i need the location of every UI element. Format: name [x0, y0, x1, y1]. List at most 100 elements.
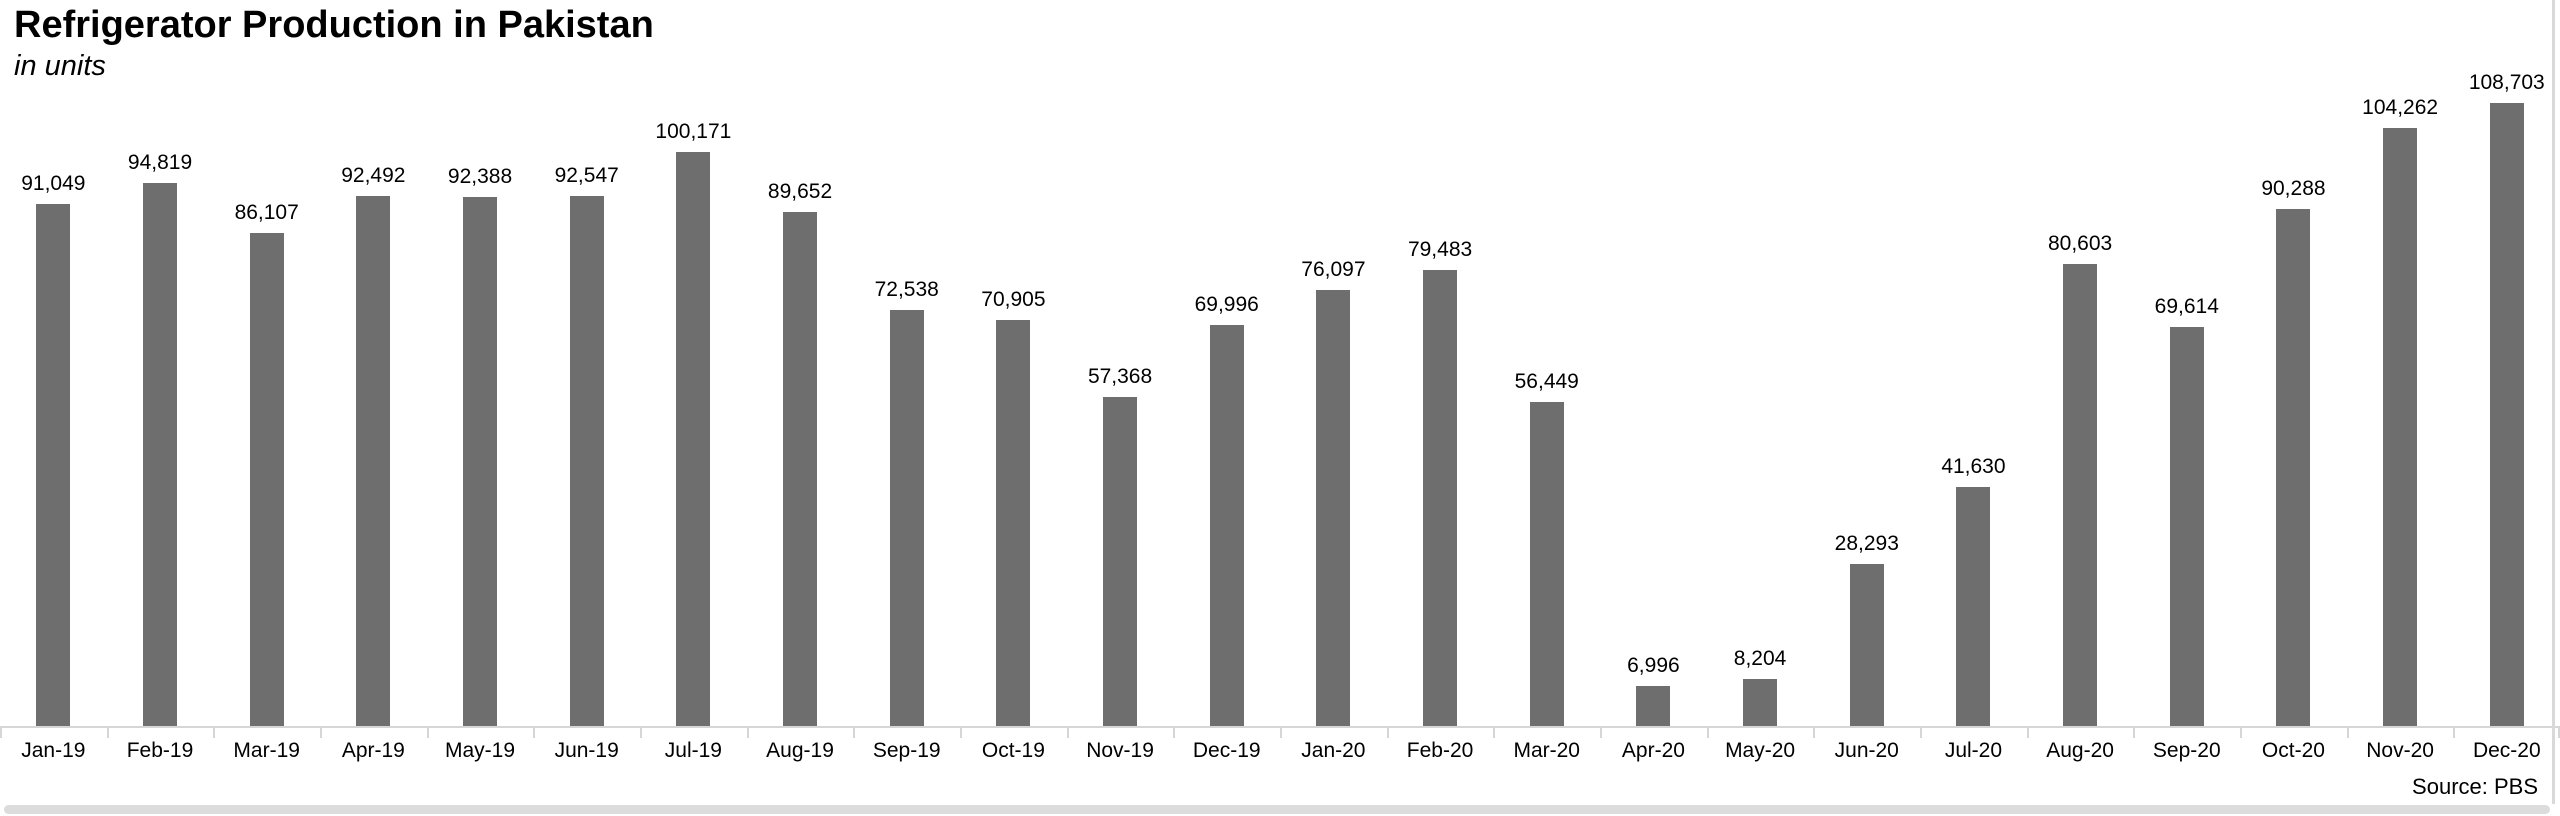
bar[interactable] — [1636, 686, 1671, 726]
bar[interactable] — [356, 196, 391, 726]
bar-group: 57,368 — [1067, 0, 1174, 726]
source-note: Source: PBS — [2412, 774, 2538, 799]
bar-value-label: 100,171 — [655, 119, 732, 143]
axis-tick — [1066, 726, 1069, 738]
x-axis-label: Apr-20 — [1621, 739, 1685, 762]
bar-value-label: 41,630 — [1941, 454, 2006, 478]
bar-value-label: 57,368 — [1087, 364, 1153, 388]
axis-tick — [2240, 726, 2242, 738]
bar-group: 69,996 — [1173, 0, 1280, 726]
x-axis-label: Oct-19 — [981, 739, 1045, 762]
bar-group: 72,538 — [853, 0, 960, 726]
bar-group: 8,204 — [1707, 0, 1814, 726]
bar-value-label: 86,107 — [234, 200, 299, 224]
bar-value-label: 79,483 — [1407, 237, 1473, 261]
bar-value-label: 56,449 — [1514, 369, 1579, 393]
axis-tick — [1600, 726, 1602, 738]
bar-group: 76,097 — [1280, 0, 1387, 726]
bar[interactable] — [2276, 209, 2311, 726]
bar-value-label: 6,996 — [1627, 653, 1680, 677]
x-axis-labels: Jan-19 Feb-19 Mar-19 Apr-19 May-19 Jun-19 Jul-… — [0, 738, 2560, 763]
bar[interactable] — [889, 310, 924, 726]
bar[interactable] — [1529, 402, 1564, 726]
bar[interactable] — [783, 212, 818, 726]
bar-group: 94,819 — [107, 0, 214, 726]
bar[interactable] — [2383, 128, 2418, 726]
axis-tick — [1706, 726, 1709, 738]
bar-value-label: 89,652 — [767, 179, 833, 203]
x-axis-label: Jan-20 — [1301, 739, 1366, 762]
axis-tick — [960, 726, 962, 738]
x-axis-label: Sep-20 — [2152, 739, 2221, 762]
axis-tick — [533, 726, 536, 738]
bar[interactable] — [1423, 270, 1458, 726]
x-axis-label: Nov-19 — [1086, 739, 1154, 762]
bar-value-label: 72,538 — [874, 277, 939, 301]
bar[interactable] — [1849, 564, 1884, 726]
bar-value-label: 69,614 — [2154, 294, 2219, 318]
bar-group: 92,547 — [533, 0, 640, 726]
x-axis-label: Feb-19 — [126, 739, 194, 762]
axis-tick — [1493, 726, 1496, 738]
bar[interactable] — [1743, 679, 1778, 726]
bar[interactable] — [463, 197, 498, 726]
bar-group: 92,388 — [427, 0, 534, 726]
bar[interactable] — [249, 233, 284, 726]
axis-tick — [2026, 726, 2029, 738]
axis-tick — [106, 726, 109, 738]
bar[interactable] — [1209, 325, 1244, 726]
bar-value-label: 70,905 — [981, 287, 1046, 311]
x-axis-label: Oct-20 — [2261, 739, 2325, 762]
bar-value-label: 80,603 — [2047, 231, 2113, 255]
bar-group: 6,996 — [1600, 0, 1707, 726]
bar-group: 90,288 — [2240, 0, 2347, 726]
bar-value-label: 92,492 — [341, 163, 406, 187]
x-axis-label: Sep-19 — [872, 739, 941, 762]
bar[interactable] — [2169, 327, 2204, 726]
axis-tick — [2453, 726, 2456, 738]
bar[interactable] — [996, 320, 1031, 726]
bar[interactable] — [1316, 290, 1351, 726]
bar[interactable] — [36, 204, 71, 726]
axis-tick — [2346, 726, 2349, 738]
axis-tick — [1173, 726, 1176, 738]
bar-value-label: 92,388 — [447, 164, 513, 188]
bar[interactable] — [676, 152, 711, 726]
bar[interactable] — [1956, 487, 1991, 726]
x-axis-label: Jan-19 — [21, 739, 86, 762]
horizontal-scrollbar[interactable] — [4, 805, 2550, 814]
bar-group: 92,492 — [320, 0, 427, 726]
axis-tick — [1920, 726, 1922, 738]
bar-value-label: 104,262 — [2362, 95, 2439, 119]
bar-group: 100,171 — [640, 0, 747, 726]
bar[interactable] — [569, 196, 604, 726]
bar-group: 56,449 — [1493, 0, 1600, 726]
bar-value-label: 76,097 — [1301, 257, 1366, 281]
bar-value-label: 94,819 — [127, 150, 193, 174]
x-axis-label: Dec-19 — [1192, 739, 1261, 762]
bar-group: 89,652 — [747, 0, 854, 726]
bar-value-label: 108,703 — [2468, 70, 2545, 94]
x-axis-label: Mar-20 — [1513, 739, 1580, 762]
bar-value-label: 28,293 — [1834, 531, 1899, 555]
x-axis-label: May-20 — [1725, 739, 1796, 762]
bar-value-label: 8,204 — [1733, 646, 1787, 670]
bar[interactable] — [143, 183, 177, 726]
bar-value-label: 90,288 — [2261, 176, 2326, 200]
bar[interactable] — [2063, 264, 2098, 726]
bar-value-label: 92,547 — [554, 163, 619, 187]
axis-tick — [2133, 726, 2136, 738]
bar[interactable] — [2489, 103, 2524, 726]
bar-group: 108,703 — [2453, 0, 2560, 726]
x-axis-label: Feb-20 — [1406, 739, 1474, 762]
axis-tick — [213, 726, 216, 738]
vertical-scrollbar[interactable] — [2552, 0, 2555, 804]
bar[interactable] — [1103, 397, 1138, 726]
bar-group: 69,614 — [2133, 0, 2240, 726]
x-axis-label: Jun-20 — [1834, 739, 1899, 762]
axis-tick — [320, 726, 322, 738]
bar-value-label: 91,049 — [21, 171, 86, 195]
axis-tick — [1386, 726, 1389, 738]
bar-group: 86,107 — [213, 0, 320, 726]
axis-tick — [1280, 726, 1282, 738]
